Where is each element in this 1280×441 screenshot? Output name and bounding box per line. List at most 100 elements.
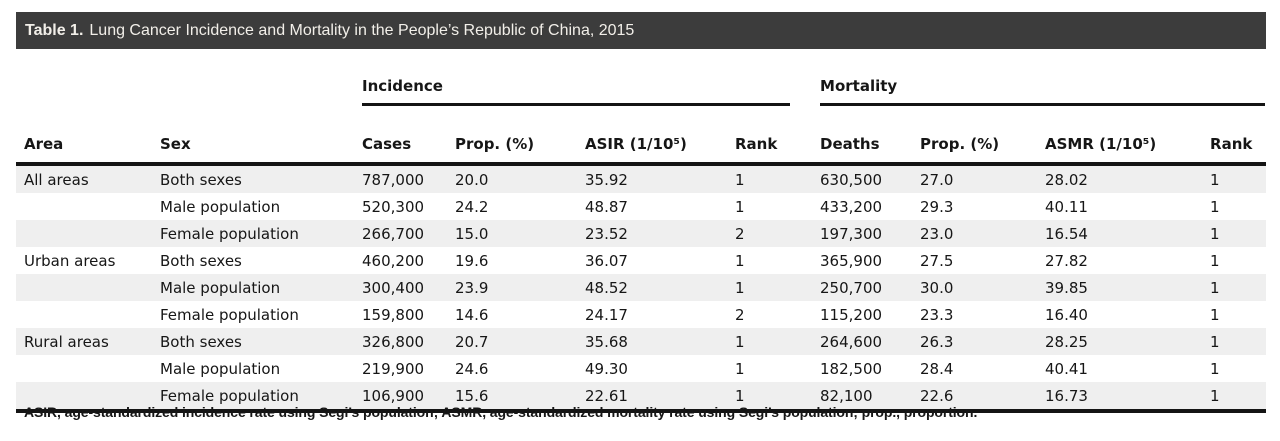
data-table: Incidence Mortality Area Sex Cases Prop.… — [16, 49, 1267, 413]
cell-rank-incidence: 1 — [735, 170, 745, 189]
cell-asmr: 28.25 — [1045, 332, 1088, 351]
cell-prop-incidence: 15.0 — [455, 224, 489, 243]
cell-sex: Male population — [160, 278, 281, 297]
cell-sex: Both sexes — [160, 251, 242, 270]
cell-cases: 219,900 — [362, 359, 425, 378]
cell-deaths: 365,900 — [820, 251, 883, 270]
cell-area: Urban areas — [24, 251, 116, 270]
table-row: Male population 300,400 23.9 48.52 1 250,700 3… — [16, 274, 1267, 301]
cell-rank-incidence: 1 — [735, 332, 745, 351]
column-header-rank-mortality: Rank — [1210, 106, 1267, 166]
cell-deaths: 182,500 — [820, 359, 883, 378]
table-title-text: Lung Cancer Incidence and Mortality in t… — [89, 21, 635, 39]
cell-asmr: 40.11 — [1045, 197, 1088, 216]
group-header-incidence: Incidence — [362, 49, 820, 106]
cell-prop-incidence: 24.2 — [455, 197, 489, 216]
group-header-mortality: Mortality — [820, 49, 1266, 106]
cell-deaths: 433,200 — [820, 197, 883, 216]
table-number-label: Table 1. — [25, 21, 84, 39]
cell-prop-mortality: 27.5 — [920, 251, 954, 270]
cell-asmr: 16.54 — [1045, 224, 1088, 243]
cell-rank-mortality: 1 — [1210, 197, 1220, 216]
cell-prop-incidence: 15.6 — [455, 386, 489, 405]
column-header-prop-mortality: Prop. (%) — [920, 106, 1046, 166]
cell-rank-mortality: 1 — [1210, 332, 1220, 351]
cell-asir: 24.17 — [585, 305, 628, 324]
cell-rank-mortality: 1 — [1210, 305, 1220, 324]
cell-rank-incidence: 1 — [735, 386, 745, 405]
cell-asir: 48.52 — [585, 278, 628, 297]
cell-asir: 35.92 — [585, 170, 628, 189]
cell-rank-mortality: 1 — [1210, 224, 1220, 243]
cell-rank-incidence: 1 — [735, 251, 745, 270]
table-row: Female population 106,900 15.6 22.61 1 82,100… — [16, 382, 1267, 411]
cell-sex: Female population — [160, 386, 299, 405]
table-footnote: ASIR, age-standardized incidence rate us… — [24, 404, 978, 420]
cell-cases: 520,300 — [362, 197, 425, 216]
cell-asmr: 27.82 — [1045, 251, 1088, 270]
cell-cases: 300,400 — [362, 278, 425, 297]
cell-asmr: 16.40 — [1045, 305, 1088, 324]
table-row: Urban areas Both sexes 460,200 19.6 36.07 1 36… — [16, 247, 1266, 274]
cell-sex: Female population — [160, 224, 299, 243]
cell-deaths: 250,700 — [820, 278, 883, 297]
cell-prop-mortality: 23.0 — [920, 224, 954, 243]
cell-deaths: 630,500 — [820, 170, 883, 189]
cell-asmr: 16.73 — [1045, 386, 1088, 405]
table-title-bar: Table 1. Lung Cancer Incidence and Morta… — [16, 12, 1266, 49]
table-row: Male population 520,300 24.2 48.87 1 433,200 2… — [16, 193, 1266, 220]
group-label-mortality: Mortality — [820, 77, 898, 95]
cell-prop-incidence: 19.6 — [455, 251, 489, 270]
cell-rank-incidence: 2 — [735, 224, 745, 243]
cell-prop-mortality: 30.0 — [920, 278, 954, 297]
cell-rank-mortality: 1 — [1210, 386, 1220, 405]
table-body: All areas Both sexes 787,000 20.0 35.92 1 630,… — [16, 164, 1267, 411]
cell-sex: Male population — [160, 197, 281, 216]
cell-sex: Male population — [160, 359, 281, 378]
cell-prop-mortality: 27.0 — [920, 170, 954, 189]
cell-deaths: 197,300 — [820, 224, 883, 243]
column-header-row: Area Sex Cases Prop. (%) ASIR (1/10⁵) Ra… — [16, 106, 1267, 166]
cell-asir: 49.30 — [585, 359, 628, 378]
cell-cases: 106,900 — [362, 386, 425, 405]
column-header-prop-incidence: Prop. (%) — [455, 106, 585, 166]
cell-area: All areas — [24, 170, 89, 189]
cell-asir: 23.52 — [585, 224, 628, 243]
cell-sex: Both sexes — [160, 170, 242, 189]
cell-cases: 266,700 — [362, 224, 425, 243]
cell-area — [16, 301, 160, 328]
cell-rank-mortality: 1 — [1210, 170, 1220, 189]
table-row: Female population 159,800 14.6 24.17 2 115,20… — [16, 301, 1266, 328]
column-header-deaths: Deaths — [820, 106, 921, 166]
cell-rank-mortality: 1 — [1210, 359, 1220, 378]
cell-area — [16, 355, 160, 382]
column-header-asmr: ASMR (1/10⁵) — [1045, 106, 1211, 166]
cell-prop-incidence: 14.6 — [455, 305, 489, 324]
cell-area — [16, 193, 160, 220]
cell-asir: 22.61 — [585, 386, 628, 405]
cell-area: Rural areas — [24, 332, 109, 351]
cell-rank-incidence: 2 — [735, 305, 745, 324]
cell-rank-incidence: 1 — [735, 197, 745, 216]
cell-cases: 326,800 — [362, 332, 425, 351]
table-row: All areas Both sexes 787,000 20.0 35.92 1 630,… — [16, 164, 1267, 193]
cell-rank-mortality: 1 — [1210, 278, 1220, 297]
cell-rank-mortality: 1 — [1210, 251, 1220, 270]
cell-prop-mortality: 22.6 — [920, 386, 954, 405]
column-header-area: Area — [16, 106, 160, 166]
table-row: Rural areas Both sexes 326,800 20.7 35.68 1 26… — [16, 328, 1267, 355]
cell-asir: 35.68 — [585, 332, 628, 351]
cell-cases: 460,200 — [362, 251, 425, 270]
cell-sex: Female population — [160, 305, 299, 324]
table-row: Male population 219,900 24.6 49.30 1 182,500 2… — [16, 355, 1266, 382]
column-header-sex: Sex — [160, 106, 362, 166]
cell-rank-incidence: 1 — [735, 278, 745, 297]
group-label-incidence: Incidence — [362, 77, 443, 95]
cell-prop-mortality: 28.4 — [920, 359, 954, 378]
cell-deaths: 82,100 — [820, 386, 873, 405]
cell-prop-incidence: 23.9 — [455, 278, 489, 297]
cell-prop-mortality: 26.3 — [920, 332, 954, 351]
cell-prop-incidence: 24.6 — [455, 359, 489, 378]
table-row: Female population 266,700 15.0 23.52 2 197,30… — [16, 220, 1267, 247]
